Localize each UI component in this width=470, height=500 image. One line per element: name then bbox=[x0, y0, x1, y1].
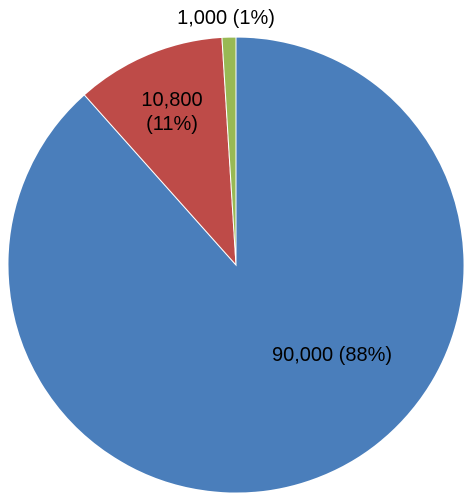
slice-label: 90,000 (88%) bbox=[271, 344, 393, 366]
pie-slice bbox=[221, 36, 237, 266]
pie-slice bbox=[83, 36, 237, 267]
slice-label: 10,800 (11%) bbox=[141, 89, 203, 135]
slice-label: 1,000 (1%) bbox=[177, 7, 275, 29]
